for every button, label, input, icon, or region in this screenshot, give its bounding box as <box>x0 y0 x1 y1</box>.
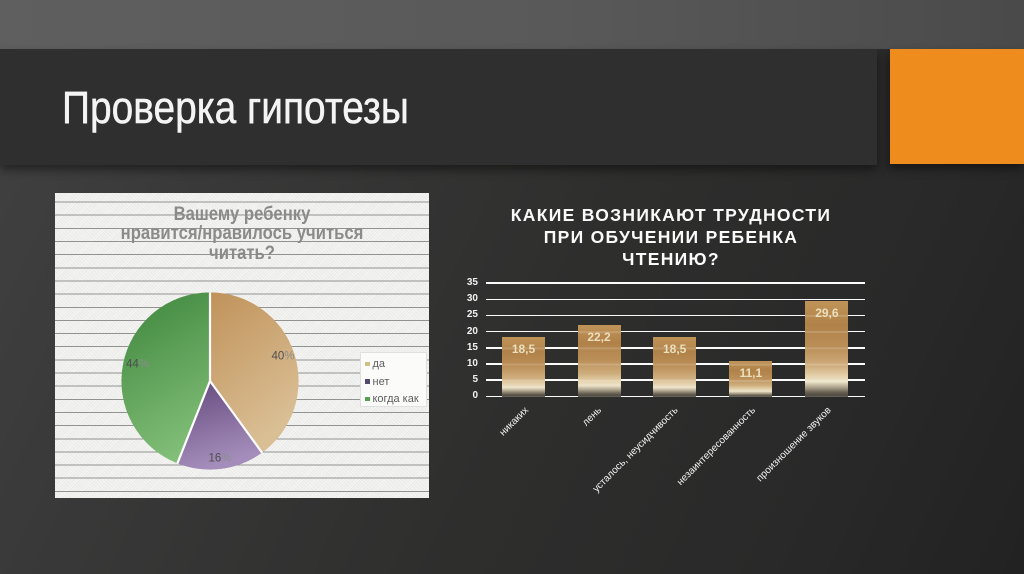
svg-text:44%: 44% <box>126 359 149 371</box>
svg-text:40%: 40% <box>272 351 295 363</box>
svg-text:16%: 16% <box>209 453 232 465</box>
